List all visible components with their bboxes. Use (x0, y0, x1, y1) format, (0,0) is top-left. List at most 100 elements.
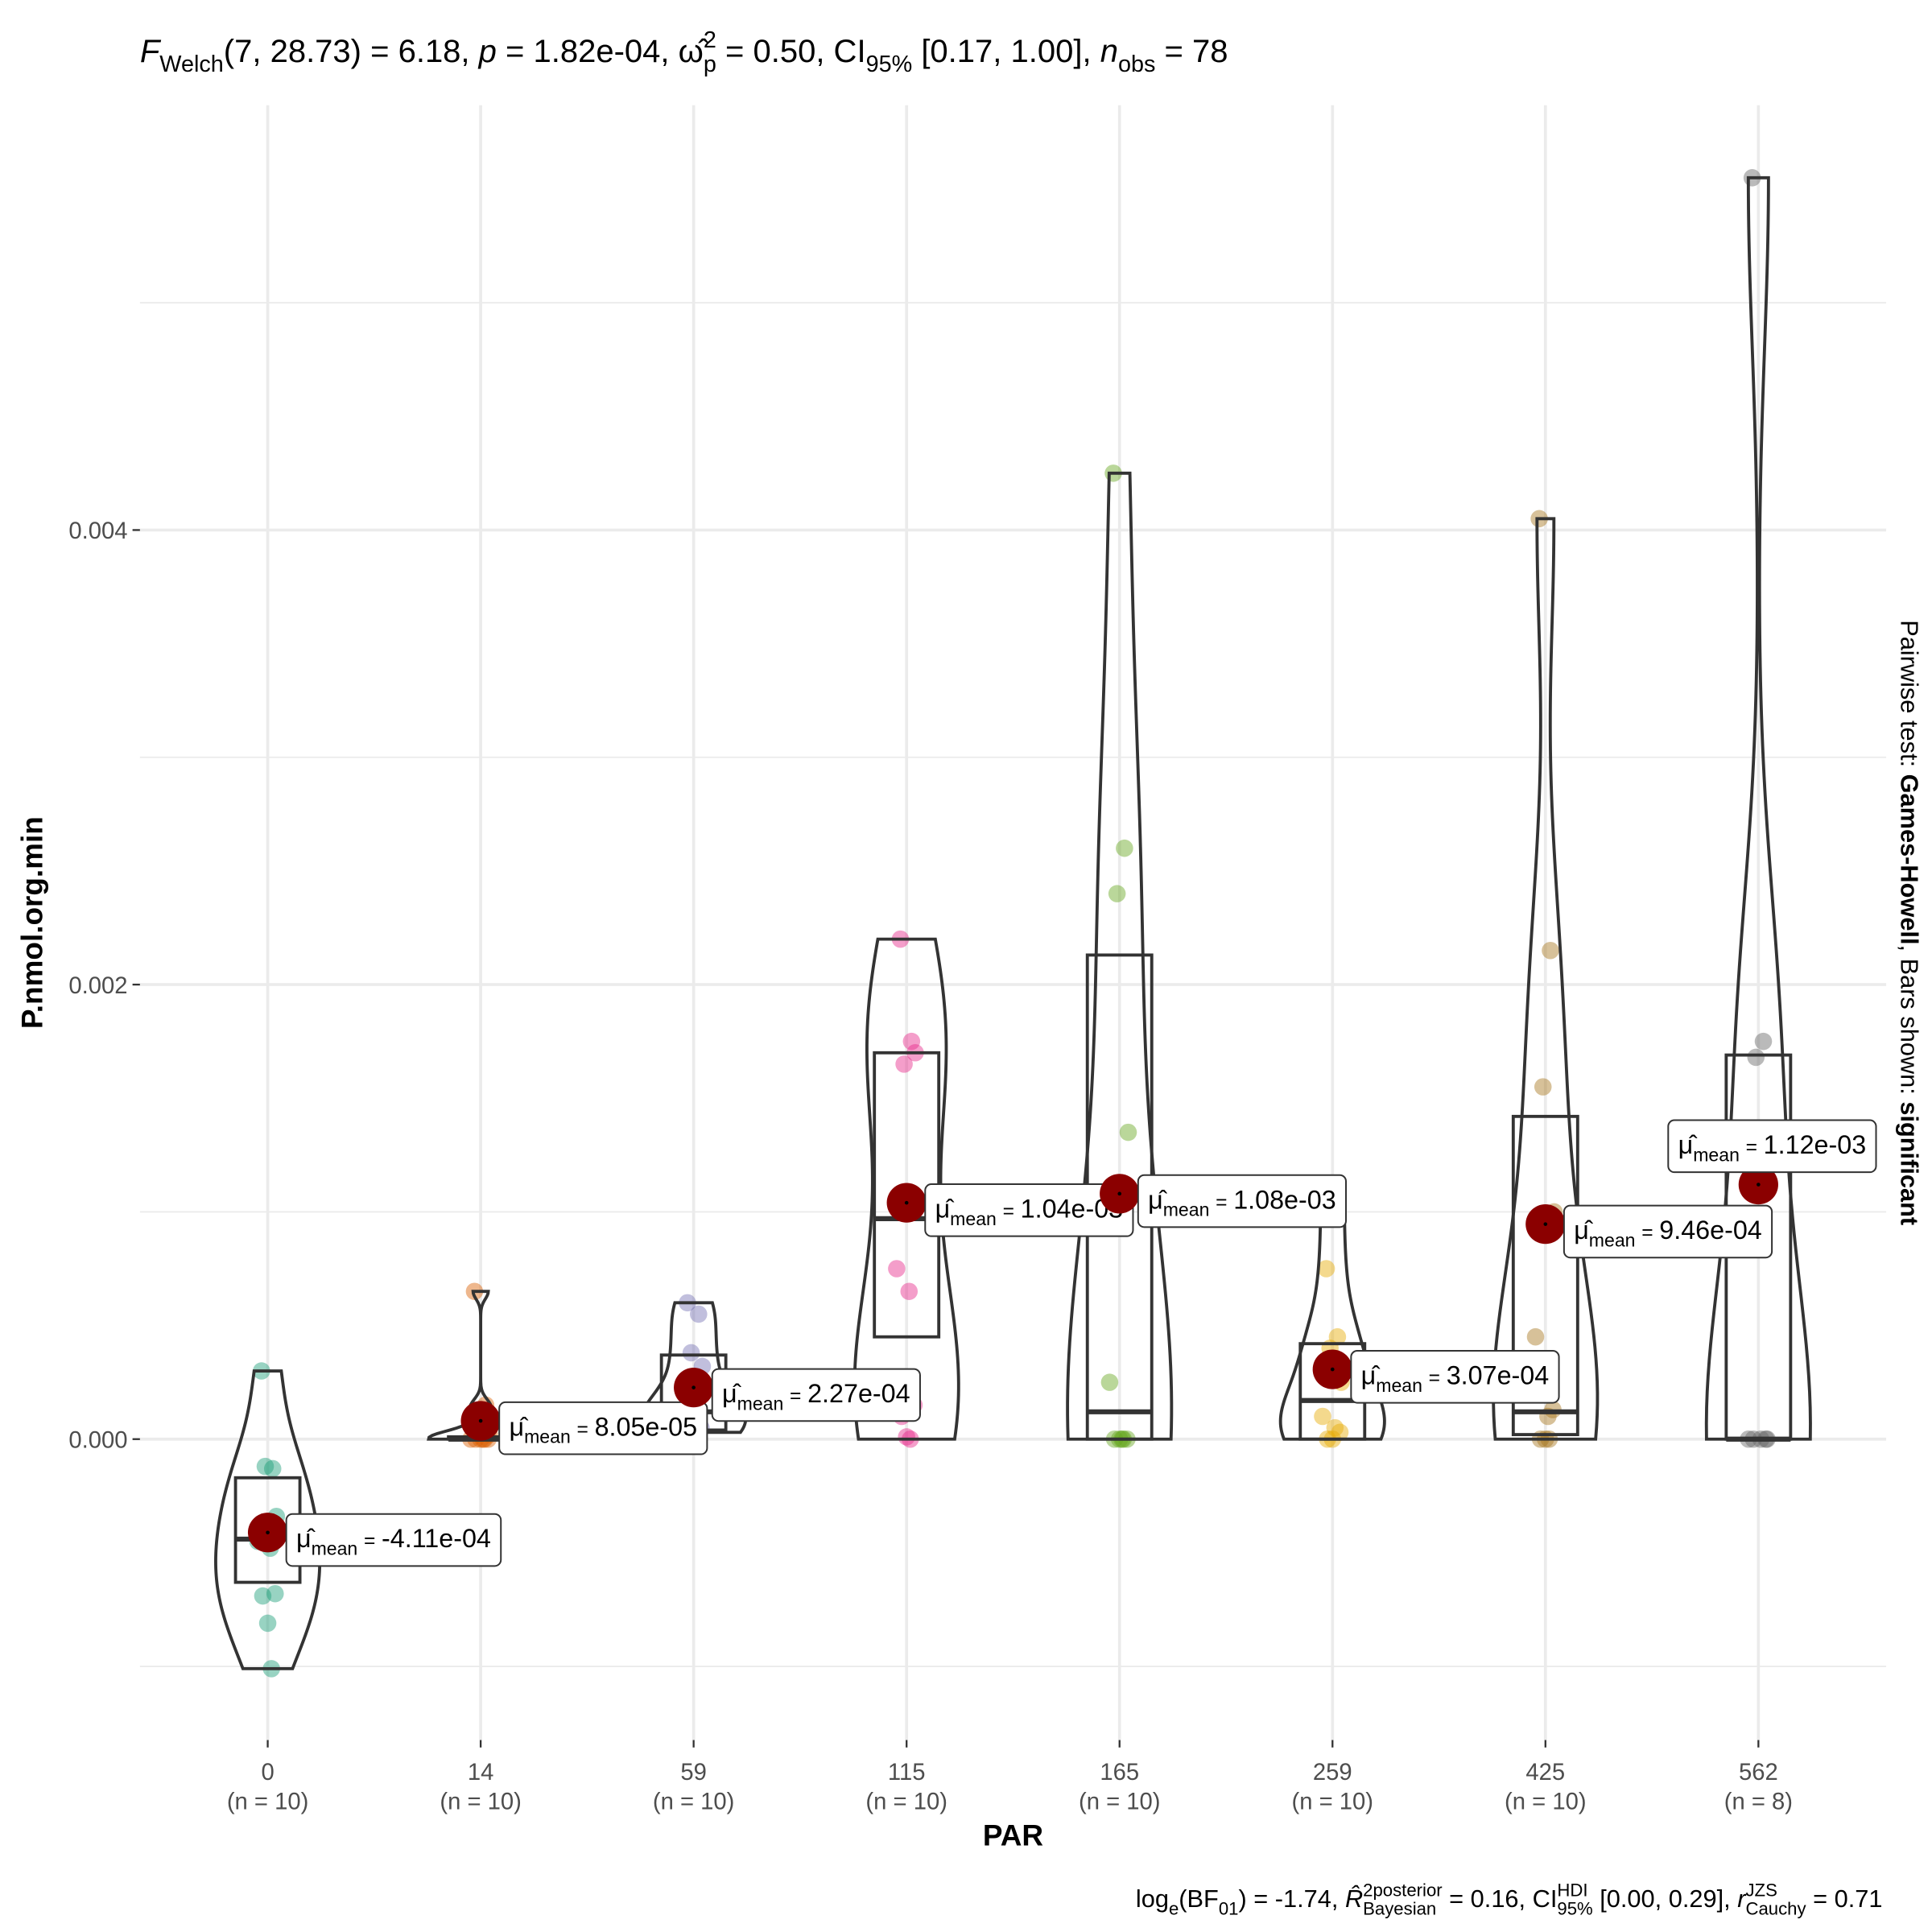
x-tick-label: 14 (468, 1760, 494, 1785)
point (1119, 1123, 1137, 1141)
x-tick-label: 0 (261, 1760, 274, 1785)
x-tick-label: 259 (1313, 1760, 1352, 1785)
point (1116, 839, 1133, 857)
y-tick-label: 0.000 (68, 1428, 127, 1454)
point (1328, 1327, 1347, 1346)
mean-value: -4.11e-04 (382, 1524, 491, 1553)
x-tick-count: (n = 10) (1079, 1790, 1161, 1815)
x-tick-count: (n = 10) (1505, 1790, 1587, 1815)
x-tick-label: 425 (1525, 1760, 1565, 1785)
point (266, 1584, 284, 1603)
x-tick-label: 59 (680, 1760, 707, 1785)
mean-label-text: μ̂mean = 1.08e-03 (1148, 1185, 1336, 1220)
violin (1066, 471, 1174, 1441)
mean-sub: mean (1693, 1144, 1740, 1165)
subtitle-part: n (1100, 34, 1118, 69)
mean-eq: = (577, 1418, 588, 1440)
subtitle-part: = 78 (1155, 34, 1228, 69)
point (888, 1260, 906, 1278)
point (1331, 1423, 1349, 1442)
subtitle-part: = 1.82e-04, (497, 34, 679, 69)
point (263, 1459, 282, 1478)
mean-label: μ̂mean = 1.08e-03 (1137, 1174, 1348, 1228)
mean-label: μ̂mean = 9.46e-04 (1563, 1204, 1773, 1259)
caption-part: 95% (1557, 1898, 1592, 1918)
violin (1492, 517, 1600, 1441)
mean-sub: mean (1163, 1199, 1210, 1220)
mean-dot (1757, 1183, 1761, 1187)
box (1511, 1114, 1579, 1437)
x-tick-count: (n = 10) (1292, 1790, 1374, 1815)
x-axis-title: PAR (983, 1818, 1043, 1852)
subtitle-part: (7, 28.73) = 6.18, (224, 34, 479, 69)
mean-value: 3.07e-04 (1447, 1361, 1550, 1390)
x-tick-label: 115 (888, 1760, 926, 1785)
violin (852, 937, 960, 1441)
caption-part: Cauchy (1745, 1898, 1806, 1918)
caption-part: JZS (1745, 1880, 1777, 1900)
mean-label-box (711, 1368, 921, 1422)
point (1314, 1407, 1331, 1426)
subtitle-part: F (140, 34, 162, 69)
x-tick-label: 165 (1100, 1760, 1139, 1785)
mean-value: 1.12e-03 (1764, 1130, 1867, 1159)
caption-part: posterior (1373, 1880, 1442, 1900)
point (898, 1428, 915, 1446)
mean-label-box (285, 1513, 502, 1567)
caption-part: [0.00, 0.29], (1593, 1885, 1738, 1913)
subtitle-part: p (704, 52, 716, 77)
mean-eq: = (1216, 1191, 1227, 1213)
point (1326, 1418, 1344, 1437)
mean-value: 2.27e-04 (807, 1379, 910, 1408)
caption-part: 01 (1219, 1898, 1239, 1918)
mean-value: 9.46e-04 (1659, 1216, 1762, 1245)
mean-eq: = (364, 1530, 375, 1552)
point (682, 1344, 700, 1362)
mean-sub: mean (1376, 1375, 1422, 1396)
side-note-part: significant (1896, 1101, 1924, 1225)
mean-label: μ̂mean = 8.05e-05 (498, 1401, 708, 1455)
mean-eq: = (1746, 1137, 1757, 1158)
subtitle-part: p (478, 34, 497, 69)
caption-part: 2 (1363, 1880, 1373, 1900)
mean-dot (1543, 1222, 1548, 1226)
mean-sub: mean (737, 1393, 784, 1414)
point (1747, 1048, 1765, 1067)
point (690, 1305, 708, 1323)
subtitle-part: = 0.50, CI (716, 34, 866, 69)
mean-label: μ̂mean = 1.12e-03 (1667, 1119, 1877, 1174)
point (895, 1055, 913, 1073)
point (1754, 1032, 1773, 1051)
mean-dot (691, 1385, 696, 1389)
subtitle-part: 2 (704, 27, 716, 53)
point (1526, 1327, 1545, 1346)
mean-sub: mean (1589, 1229, 1636, 1250)
y-axis-title: P.nmol.org.min (15, 816, 48, 1029)
mean-eq: = (1641, 1222, 1653, 1244)
mean-label: μ̂mean = 3.07e-04 (1350, 1349, 1560, 1404)
mean-label-text: μ̂mean = 3.07e-04 (1361, 1361, 1550, 1396)
caption-part: e (1169, 1898, 1179, 1918)
side-note: Pairwise test: Games-Howell, Bars shown:… (1896, 620, 1924, 1225)
caption-part: R̂ (1345, 1884, 1363, 1913)
point (1100, 1373, 1119, 1391)
caption: loge(BF01) = -1.74, R̂2posterior Bayesian… (1136, 1880, 1883, 1918)
mean-label-box (1137, 1174, 1348, 1228)
point (254, 1587, 272, 1605)
mean-dot (904, 1200, 909, 1205)
mean-label: μ̂mean = -4.11e-04 (285, 1513, 502, 1567)
mean-label-text: μ̂mean = 9.46e-04 (1574, 1216, 1762, 1250)
subtitle-part: obs (1118, 52, 1155, 77)
mean-sub: mean (524, 1426, 571, 1447)
mean-dot (1117, 1191, 1122, 1196)
mean-sub: mean (950, 1208, 997, 1229)
y-tick-label: 0.002 (68, 973, 127, 999)
mean-value: 1.08e-03 (1233, 1185, 1336, 1214)
violin (214, 1369, 322, 1670)
side-note-part: Pairwise test: (1896, 620, 1924, 774)
caption-part: = 0.16, CI (1443, 1885, 1558, 1913)
mean-label-box (498, 1401, 708, 1455)
mean-label-box (1350, 1349, 1560, 1404)
x-tick-count: (n = 10) (653, 1790, 735, 1815)
